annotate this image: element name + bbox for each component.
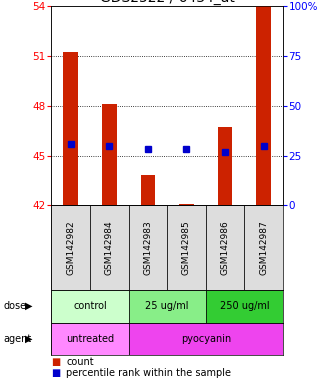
Text: untreated: untreated (66, 334, 114, 344)
Bar (179, 204, 194, 205)
Bar (102, 104, 117, 205)
Bar (128, 290, 206, 323)
Text: ▶: ▶ (25, 334, 32, 344)
Text: pyocyanin: pyocyanin (181, 334, 231, 344)
Text: ▶: ▶ (25, 301, 32, 311)
Text: GSM142986: GSM142986 (220, 220, 230, 275)
Bar (63, 52, 78, 205)
Text: GSM142984: GSM142984 (105, 220, 114, 275)
Text: ■: ■ (51, 357, 61, 367)
Text: count: count (66, 357, 94, 367)
Text: dose: dose (3, 301, 26, 311)
Bar (128, 205, 167, 290)
Text: GSM142983: GSM142983 (143, 220, 152, 275)
Title: GDS2522 / 6434_at: GDS2522 / 6434_at (100, 0, 235, 5)
Text: 25 ug/ml: 25 ug/ml (145, 301, 189, 311)
Text: GSM142987: GSM142987 (259, 220, 268, 275)
Text: percentile rank within the sample: percentile rank within the sample (66, 368, 231, 378)
Text: ■: ■ (51, 368, 61, 378)
Bar (256, 6, 271, 205)
Bar (218, 127, 232, 205)
Text: agent: agent (3, 334, 31, 344)
Text: GSM142985: GSM142985 (182, 220, 191, 275)
Bar (51, 323, 128, 355)
Text: 250 ug/ml: 250 ug/ml (219, 301, 269, 311)
Bar (90, 205, 128, 290)
Bar (167, 205, 206, 290)
Bar (244, 205, 283, 290)
Bar (128, 323, 283, 355)
Text: GSM142982: GSM142982 (66, 220, 75, 275)
Bar (51, 290, 128, 323)
Bar (206, 290, 283, 323)
Bar (206, 205, 244, 290)
Text: control: control (73, 301, 107, 311)
Bar (140, 175, 155, 205)
Bar (51, 205, 90, 290)
